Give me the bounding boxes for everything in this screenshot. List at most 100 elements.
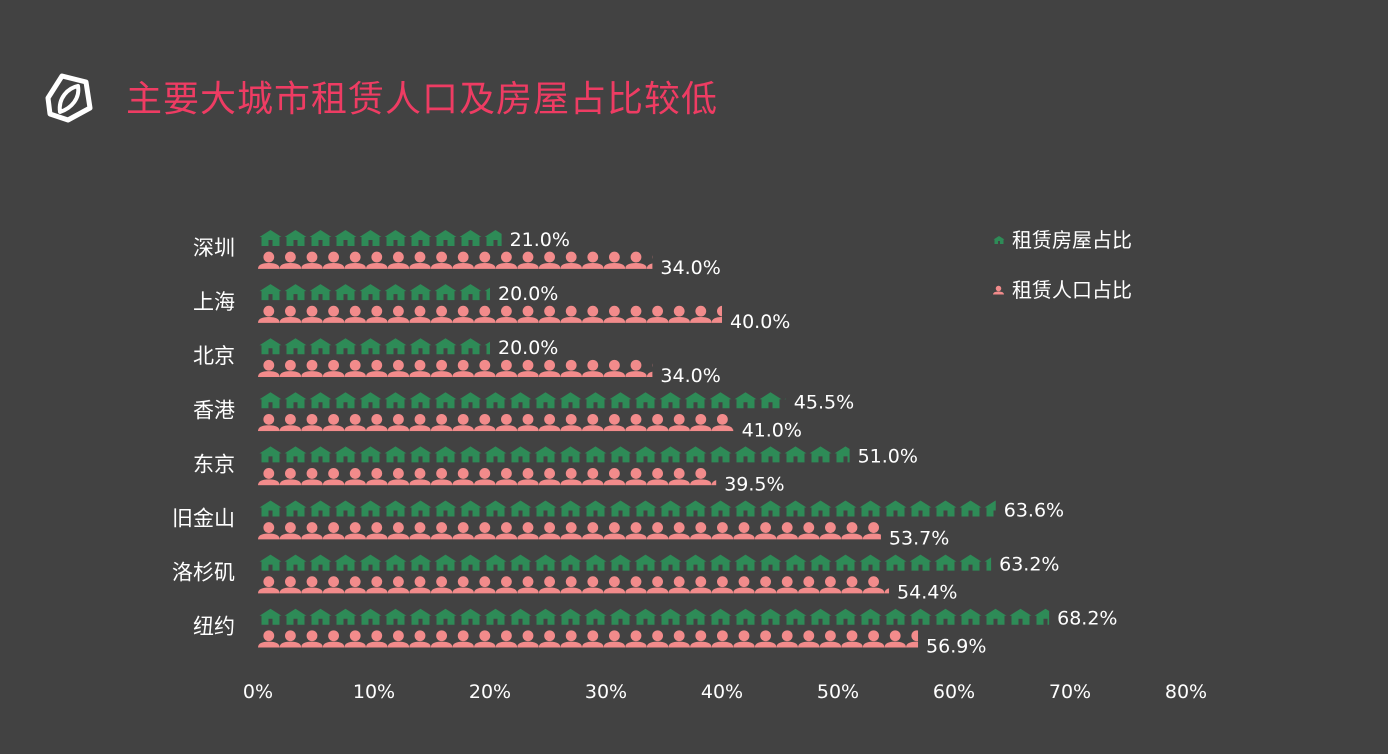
person-icon [258,522,280,540]
house-icon [434,500,457,517]
house-icon [959,500,982,517]
house-icon [884,608,907,625]
population-bar [258,522,881,540]
house-icon [359,608,382,625]
house-icon [334,446,357,463]
person-icon [258,576,280,594]
house-icon [934,500,957,517]
person-icon [690,630,712,648]
person-icon [409,522,431,540]
person-icon [538,630,561,648]
housing-bar [259,608,1050,625]
house-icon [284,284,307,301]
house-icon [459,554,482,571]
house-icon [909,608,932,625]
house-icon [1009,608,1032,625]
house-icon [534,392,557,409]
person-icon [452,359,474,378]
person-icon [322,251,345,269]
person-icon [387,522,410,540]
person-icon [582,630,604,648]
population-value-label: 40.0% [730,311,790,333]
house-icon [409,446,432,463]
house-icon [384,284,407,301]
house-icon [334,338,357,355]
house-icon [459,500,482,517]
population-value-label: 56.9% [926,636,986,658]
house-icon [334,500,357,517]
person-icon [430,413,453,432]
housing-value-label: 20.0% [498,337,558,359]
category-label: 深圳 [193,236,235,260]
house-icon [259,338,282,355]
house-icon [634,554,657,571]
housing-value-label: 68.2% [1057,608,1117,630]
house-icon [709,392,732,409]
person-icon [841,630,863,648]
person-icon [776,576,798,594]
house-icon [559,446,582,463]
house-icon [334,284,357,301]
house-icon [259,446,282,463]
person-icon [474,630,496,648]
person-icon [733,522,755,540]
house-icon [484,392,507,409]
person-icon [366,305,388,323]
housing-bar [259,554,992,571]
house-icon [784,554,807,571]
person-icon [862,522,881,540]
legend-label: 租赁房屋占比 [1012,228,1132,252]
x-tick-label: 10% [353,681,395,703]
person-icon [279,522,302,540]
person-icon [603,413,626,432]
housing-value-label: 63.6% [1004,500,1064,522]
person-icon [452,522,474,540]
person-icon [625,251,647,269]
house-icon [584,446,607,463]
house-icon [859,608,882,625]
house-icon [284,338,307,355]
person-icon [538,576,561,594]
person-icon [474,251,496,269]
person-icon [344,630,366,648]
person-icon [387,468,410,486]
house-icon [784,446,807,463]
house-icon [709,608,732,625]
person-icon [495,468,518,486]
person-icon [301,576,323,594]
person-icon [430,251,453,269]
x-tick-label: 30% [585,681,627,703]
housing-bar [259,338,490,355]
population-value-label: 34.0% [660,257,720,279]
house-icon [334,392,357,409]
population-bar [258,576,890,594]
category-label: 东京 [193,452,235,476]
house-icon [734,392,757,409]
person-icon [279,576,302,594]
person-icon [474,305,496,323]
person-icon [387,576,410,594]
person-icon [582,359,604,378]
house-icon [634,392,657,409]
house-icon [609,392,632,409]
person-icon [474,359,496,378]
house-icon [534,446,557,463]
person-icon [625,576,647,594]
person-icon [517,359,539,378]
house-icon [409,284,432,301]
house-icon [859,500,882,517]
house-icon [759,554,782,571]
house-icon [584,608,607,625]
house-icon [509,554,532,571]
house-icon [784,608,807,625]
person-icon [668,305,690,323]
person-icon [344,251,366,269]
person-icon [560,630,582,648]
house-icon [334,554,357,571]
person-icon [387,413,410,432]
person-icon [301,522,323,540]
population-value-label: 41.0% [742,419,802,441]
house-icon [509,608,532,625]
person-icon [690,576,712,594]
person-icon [301,468,323,486]
